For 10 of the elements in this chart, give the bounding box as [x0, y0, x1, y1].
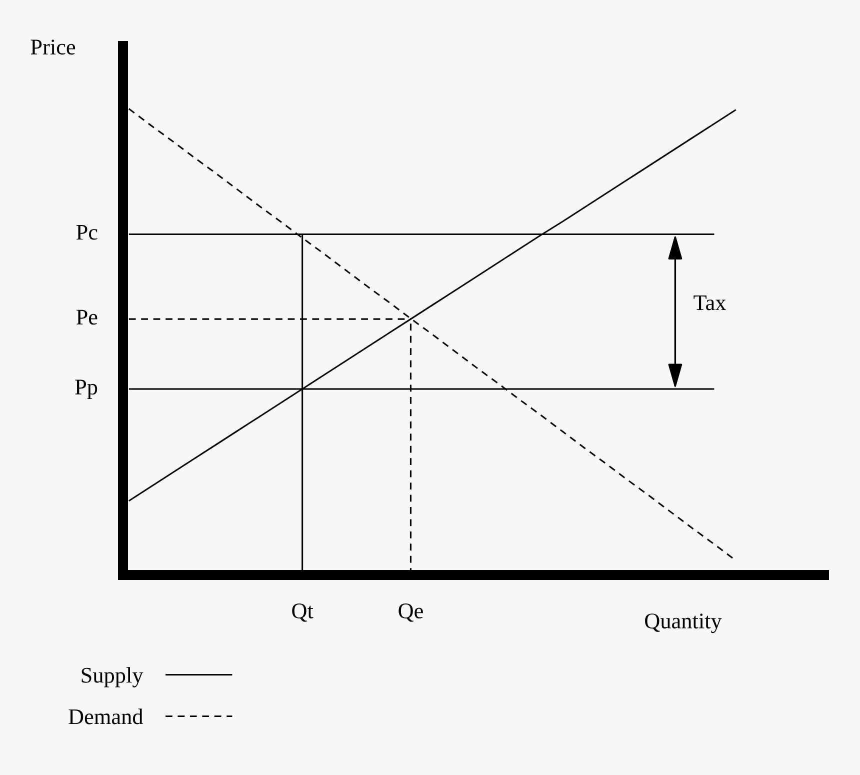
series-label: Pp	[75, 380, 98, 400]
y-axis-title: Price	[30, 40, 76, 55]
legend-label: Demand	[68, 708, 144, 724]
annotation: Tax	[694, 295, 726, 310]
x-axis-title: Quantity	[645, 614, 722, 634]
x-tick-label: Qe	[398, 603, 423, 622]
x-tick-label: Qt	[292, 603, 314, 622]
series-label: Pc	[76, 225, 98, 240]
legend-label: Supply	[82, 667, 144, 688]
series-label: Pe	[76, 310, 98, 325]
